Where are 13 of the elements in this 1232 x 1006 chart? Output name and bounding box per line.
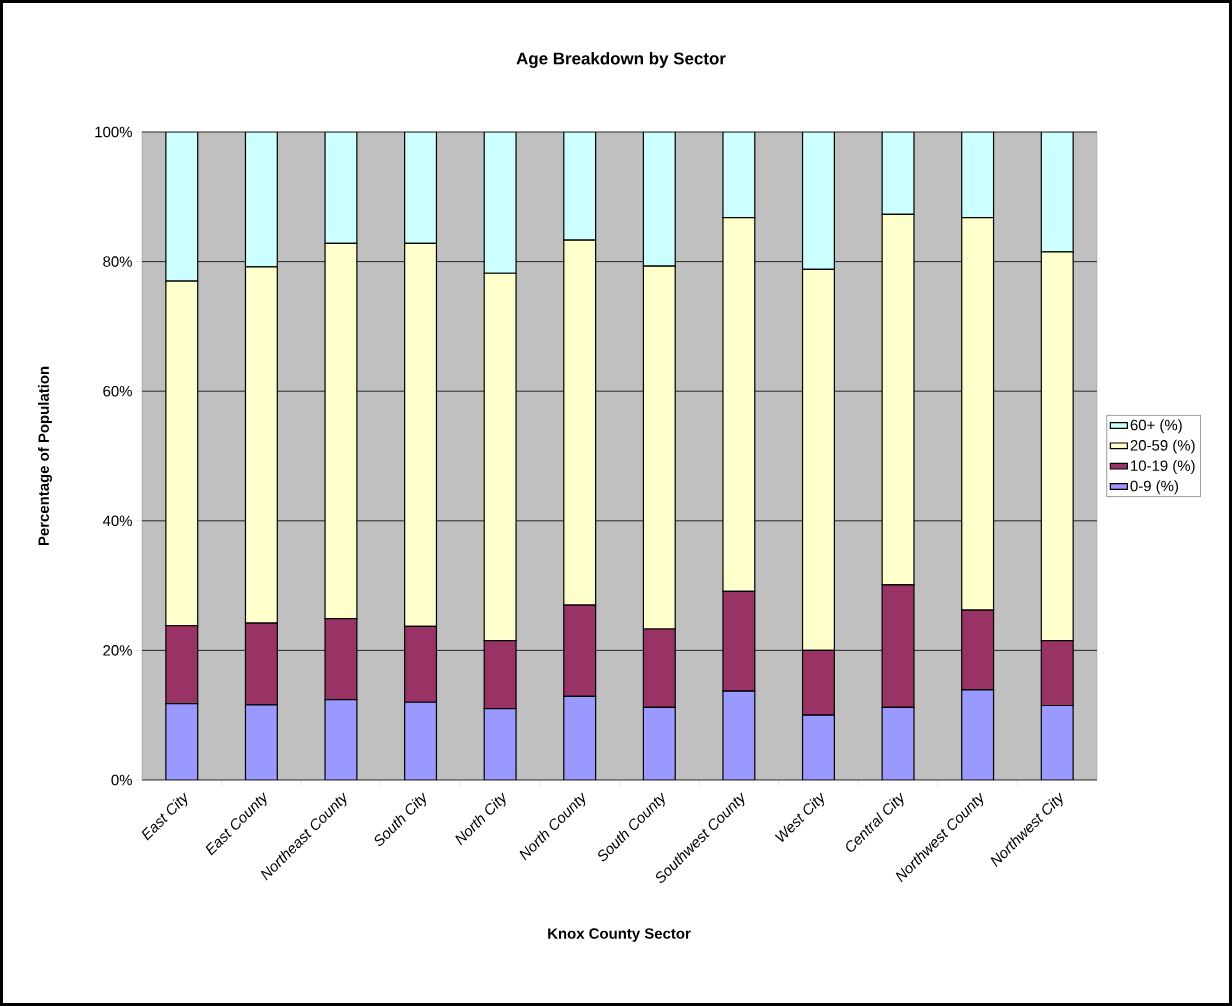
y-tick-label: 40% [102, 515, 132, 527]
chart-title: Age Breakdown by Sector [516, 52, 726, 68]
x-axis-title: Knox County Sector [548, 928, 691, 942]
y-tick-label: 100% [95, 126, 132, 138]
y-axis-title: Percentage of Population [38, 366, 52, 546]
y-tick-label: 20% [103, 645, 132, 656]
legend-label: 0-9 (%) [1130, 480, 1178, 495]
legend-label: 60+ (%) [1130, 419, 1182, 434]
legend-label: 20-59 (%) [1130, 439, 1195, 454]
y-tick-label: 0% [111, 774, 132, 786]
y-tick-label: 60% [103, 385, 132, 397]
legend-label: 10-19 (%) [1131, 459, 1195, 474]
y-tick-label: 80% [103, 256, 132, 267]
